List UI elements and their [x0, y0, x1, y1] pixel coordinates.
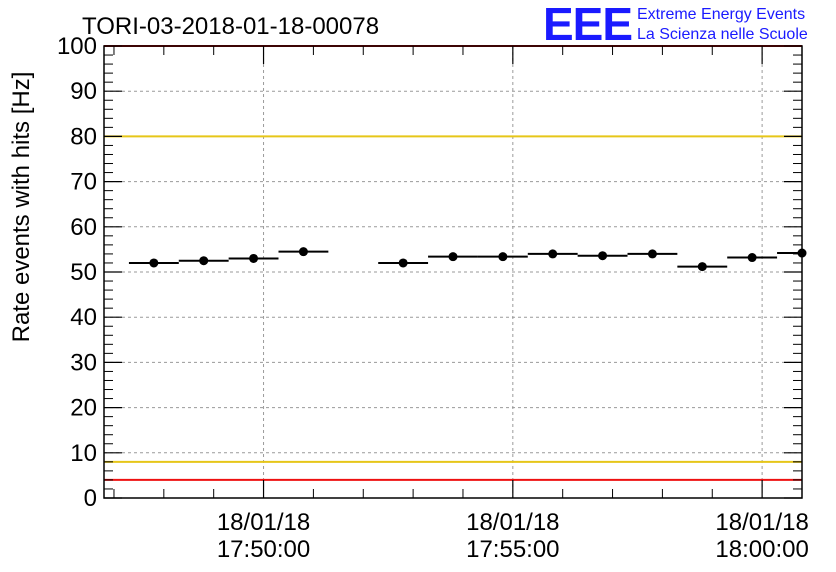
data-point	[448, 252, 458, 262]
eee-logo-line1: Extreme Energy Events	[637, 6, 805, 23]
y-tick-label: 70	[70, 169, 97, 196]
data-point	[598, 251, 608, 261]
data-points	[128, 247, 807, 272]
data-point	[747, 253, 757, 263]
data-point	[398, 258, 408, 268]
y-tick-labels: 0 10 20 30 40 50 60 70 80 90 100	[57, 33, 97, 512]
eee-logo: EEE Extreme Energy Events La Scienza nel…	[543, 0, 808, 50]
y-tick-label: 60	[70, 214, 97, 241]
data-point	[149, 258, 159, 268]
x-tick-label-date: 18/01/18	[466, 509, 559, 536]
eee-logo-mark: EEE	[543, 0, 632, 50]
x-tick-labels: 18/01/1817:50:0018/01/1817:55:0018/01/18…	[217, 509, 809, 563]
y-tick-label: 80	[70, 123, 97, 150]
x-tick-label-date: 18/01/18	[217, 509, 310, 536]
y-tick-label: 40	[70, 304, 97, 331]
y-tick-label: 100	[57, 33, 97, 60]
data-point	[697, 262, 707, 272]
data-point	[249, 253, 259, 263]
y-tick-label: 0	[84, 485, 97, 512]
x-tick-label-time: 17:55:00	[466, 536, 559, 563]
eee-logo-line2: La Scienza nelle Scuole	[637, 26, 808, 43]
x-tick-label-time: 17:50:00	[217, 536, 310, 563]
y-tick-label: 90	[70, 78, 97, 105]
plot-frame	[103, 45, 803, 499]
data-point	[797, 248, 807, 258]
y-tick-label: 20	[70, 395, 97, 422]
y-tick-label: 30	[70, 349, 97, 376]
data-point	[498, 252, 508, 262]
run-title: TORI-03-2018-01-18-00078	[82, 13, 379, 40]
data-point	[199, 256, 209, 266]
y-axis-label: Rate events with hits [Hz]	[8, 72, 35, 343]
x-tick-label-date: 18/01/18	[715, 509, 808, 536]
y-tick-label: 50	[70, 259, 97, 286]
x-tick-label-time: 18:00:00	[715, 536, 808, 563]
y-tick-label: 10	[70, 440, 97, 467]
data-point	[647, 249, 657, 259]
data-point	[548, 249, 558, 259]
data-point	[298, 247, 308, 257]
